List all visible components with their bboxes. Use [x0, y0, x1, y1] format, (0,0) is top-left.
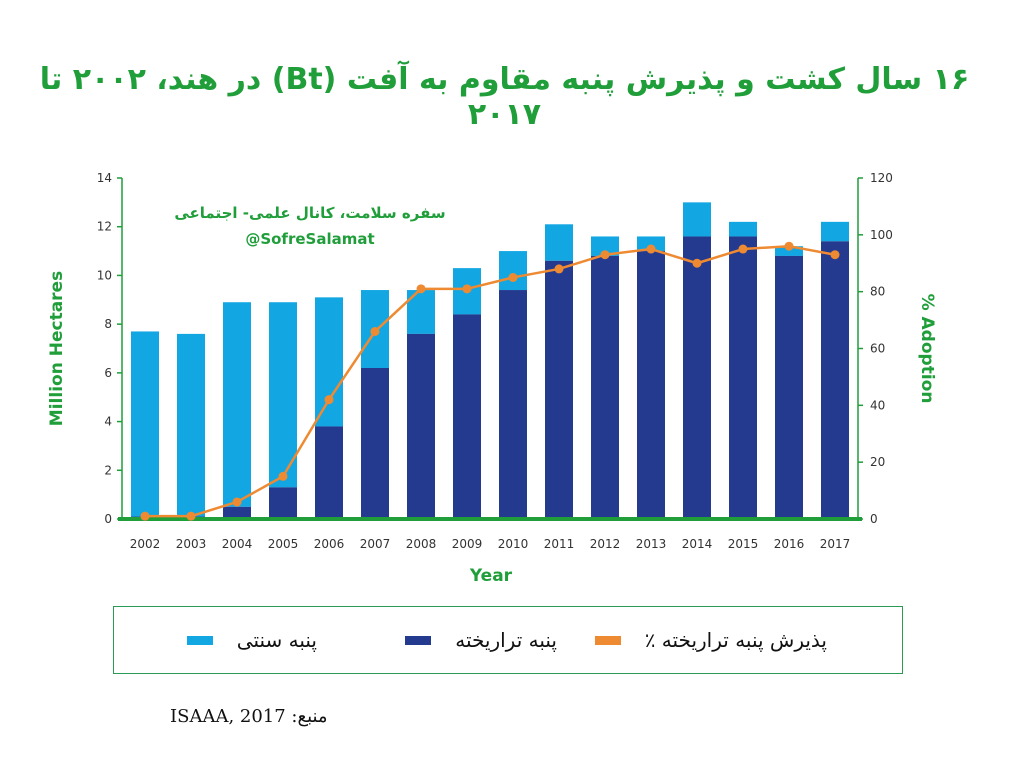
- bar-biotech: [545, 260, 573, 519]
- source-note: منبع: ISAAA, 2017: [170, 706, 328, 727]
- x-tick-label: 2006: [314, 537, 345, 551]
- x-tick-label: 2007: [360, 537, 391, 551]
- legend-swatch-adoption: [594, 635, 621, 645]
- adoption-point: [462, 284, 472, 294]
- watermark-line-1: سفره سلامت، کانال علمی- اجتماعی: [174, 204, 446, 222]
- bar-biotech: [453, 314, 481, 519]
- bar-conventional: [177, 333, 205, 517]
- adoption-point: [784, 241, 794, 251]
- legend: پذیرش پنبه تراریخته ٪ پنبه تراریخته پنبه…: [113, 606, 903, 674]
- x-tick-label: 2011: [544, 537, 575, 551]
- bar-conventional: [499, 251, 527, 291]
- adoption-point: [416, 284, 426, 294]
- y-tick-label-right: 40: [870, 398, 885, 412]
- bar-conventional: [315, 297, 343, 427]
- adoption-point: [370, 326, 380, 336]
- y-tick-label-right: 100: [870, 228, 893, 242]
- bar-conventional: [821, 221, 849, 242]
- y-tick-label-left: 4: [104, 415, 112, 429]
- x-tick-label: 2016: [774, 537, 805, 551]
- y-tick-label-left: 2: [104, 463, 112, 477]
- y-tick-label-left: 12: [97, 220, 112, 234]
- bar-conventional: [131, 331, 159, 517]
- legend-label-biotech: پنبه تراریخته: [455, 628, 557, 652]
- bar-conventional: [637, 236, 665, 252]
- x-tick-label: 2004: [222, 537, 253, 551]
- adoption-line: [145, 244, 836, 518]
- adoption-point: [738, 244, 748, 254]
- bar-conventional: [683, 202, 711, 237]
- bar-conventional: [269, 302, 297, 488]
- chart: 0 2 4 6 8 10 12 14 0 20 40 60 80 100 120 2002 2003 2004 20…: [47, 171, 937, 586]
- y-tick-label-right: 60: [870, 342, 885, 356]
- legend-swatch-conventional: [186, 635, 213, 645]
- adoption-point: [554, 264, 564, 274]
- x-tick-label: 2002: [130, 537, 161, 551]
- adoption-point: [140, 511, 150, 521]
- bar-biotech: [821, 241, 849, 520]
- x-tick-label: 2003: [176, 537, 207, 551]
- x-tick-label: 2013: [636, 537, 667, 551]
- x-tick-label: 2008: [406, 537, 437, 551]
- legend-swatch-biotech: [405, 635, 432, 645]
- bar-biotech: [407, 333, 435, 519]
- bar-biotech: [729, 236, 757, 519]
- bar-biotech: [315, 426, 343, 519]
- adoption-point: [186, 511, 196, 521]
- bar-conventional: [545, 224, 573, 261]
- legend-item-conventional: پنبه سنتی: [186, 625, 317, 655]
- adoption-point: [508, 272, 518, 282]
- x-tick-label: 2015: [728, 537, 759, 551]
- y-tick-label-left: 6: [104, 366, 112, 380]
- bar-biotech: [775, 255, 803, 519]
- adoption-point: [830, 250, 840, 260]
- y-axis-label-left: Million Hectares: [47, 271, 67, 426]
- legend-item-biotech: پنبه تراریخته: [405, 625, 557, 655]
- y-tick-label-left: 8: [104, 317, 112, 331]
- bar-biotech: [591, 255, 619, 519]
- x-tick-label: 2005: [268, 537, 299, 551]
- bar-biotech: [223, 506, 251, 519]
- bar-conventional: [223, 302, 251, 507]
- legend-label-adoption: پذیرش پنبه تراریخته ٪: [644, 628, 827, 652]
- x-tick-label: 2009: [452, 537, 483, 551]
- x-tick-label: 2012: [590, 537, 621, 551]
- bar-biotech: [499, 290, 527, 519]
- bar-biotech: [683, 236, 711, 519]
- x-tick-label: 2017: [820, 537, 851, 551]
- x-tick-label: 2014: [682, 537, 713, 551]
- adoption-point: [692, 258, 702, 268]
- y-tick-label-right: 0: [870, 512, 878, 526]
- y-tick-label-left: 10: [97, 268, 112, 282]
- bar-conventional: [729, 221, 757, 237]
- adoption-point: [646, 244, 656, 254]
- legend-label-conventional: پنبه سنتی: [236, 628, 317, 652]
- adoption-point: [324, 395, 334, 405]
- y-tick-label-left: 14: [97, 171, 112, 185]
- y-tick-label-right: 120: [870, 171, 893, 185]
- y-tick-label-right: 20: [870, 455, 885, 469]
- bar-conventional: [775, 246, 803, 256]
- y-axis-label-right: % Adoption: [917, 294, 937, 404]
- y-tick-label-right: 80: [870, 285, 885, 299]
- watermark-line-2: @SofreSalamat: [245, 230, 375, 248]
- x-axis-label: Year: [469, 566, 513, 586]
- x-tick-label: 2010: [498, 537, 529, 551]
- bar-biotech: [269, 487, 297, 519]
- page-title: ۱۶ سال کشت و پذیرش پنبه مقاوم به آفت (Bt…: [39, 62, 970, 132]
- bar-biotech: [637, 251, 665, 520]
- bar-conventional: [591, 236, 619, 256]
- adoption-point: [232, 497, 242, 507]
- watermark: سفره سلامت، کانال علمی- اجتماعی @SofreSa…: [160, 200, 460, 252]
- adoption-point: [600, 250, 610, 260]
- legend-item-adoption: پذیرش پنبه تراریخته ٪: [594, 625, 827, 655]
- adoption-point: [278, 471, 288, 481]
- bar-biotech: [361, 367, 389, 519]
- y-tick-label-left: 0: [104, 512, 112, 526]
